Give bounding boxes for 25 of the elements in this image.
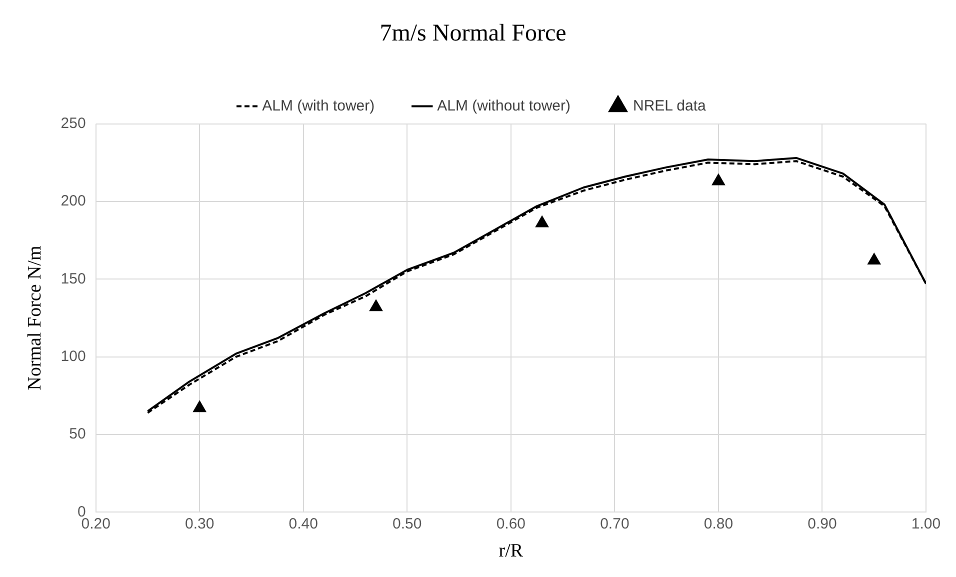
y-tick-label: 200 [60,192,86,210]
x-axis-title: r/R [498,540,524,562]
y-axis-title: Normal Force N/m [24,245,46,390]
point [868,253,881,265]
x-tick-label: 0.70 [600,515,630,532]
x-tick-label: 0.80 [704,515,734,532]
point [193,400,206,412]
y-tick-label: 250 [60,114,86,132]
legend-label: NREL data [633,97,706,114]
x-tick-label: 0.90 [808,515,837,532]
x-tick-label: 1.00 [911,515,941,532]
x-tick-label: 0.30 [184,515,214,532]
legend-label: ALM (with tower) [262,97,375,114]
chart-title: 7m/s Normal Force [380,20,566,47]
x-tick-label: 0.40 [288,515,318,532]
y-tick-label: 150 [60,270,86,288]
y-tick-label: 50 [69,426,86,443]
point [535,216,549,228]
x-tick-label: 0.60 [496,515,526,532]
point [369,300,383,312]
legend-label: ALM (without tower) [437,97,571,114]
point [712,174,726,186]
x-tick-label: 0.50 [392,515,422,532]
y-tick-label: 100 [60,348,86,365]
x-tick-label: 0.20 [81,515,110,532]
